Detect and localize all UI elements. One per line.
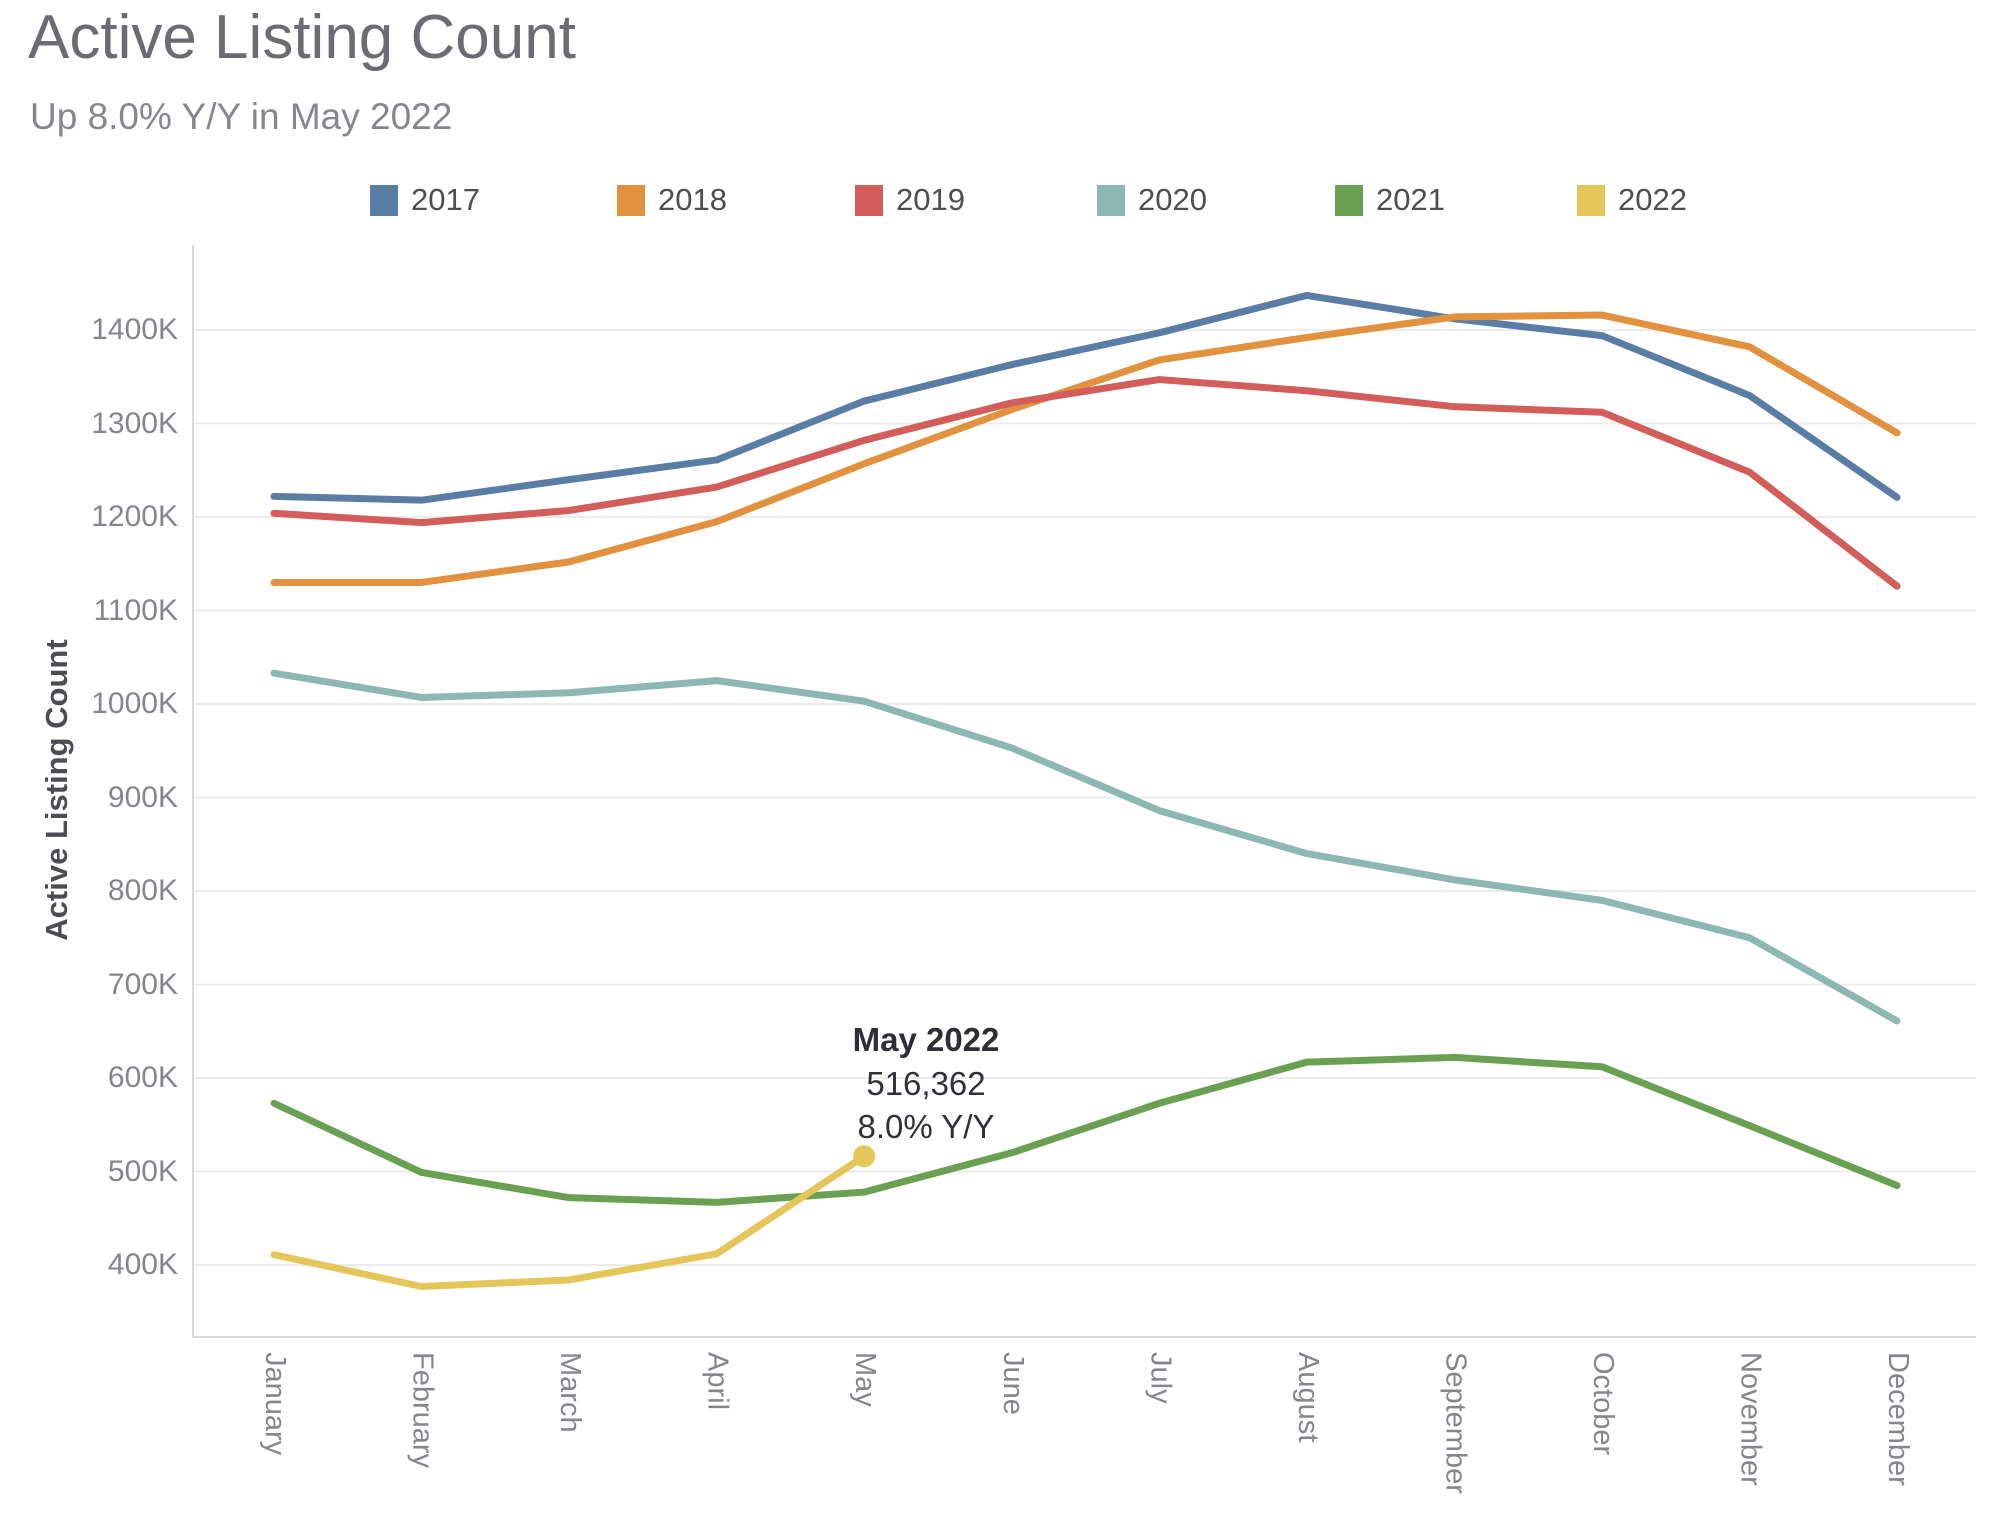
annotation-may-2022: May 2022 516,362 8.0% Y/Y xyxy=(776,1018,1076,1149)
y-tick-label-900k: 900K xyxy=(107,780,178,814)
legend-item-2022[interactable]: 2022 xyxy=(1577,182,1687,217)
legend-item-2017[interactable]: 2017 xyxy=(370,182,480,217)
legend-swatch-2021 xyxy=(1335,184,1363,216)
x-tick-label-august: August xyxy=(1291,1352,1324,1443)
y-tick-label-600k: 600K xyxy=(107,1061,178,1094)
y-tick-label-800k: 800K xyxy=(107,874,178,907)
series-line-2022[interactable] xyxy=(270,1152,868,1291)
series-line-2019[interactable] xyxy=(270,376,1901,590)
series-line-2017[interactable] xyxy=(270,291,1901,504)
legend-label-2022: 2022 xyxy=(1618,182,1687,217)
legend-swatch-2019 xyxy=(855,184,883,216)
series-line-2021[interactable] xyxy=(270,1053,1901,1206)
y-axis-title: Active Listing Count xyxy=(39,639,74,941)
legend-label-2020: 2020 xyxy=(1138,182,1207,217)
legend-swatch-2017 xyxy=(370,184,398,216)
y-tick-label-1000k: 1000K xyxy=(91,687,178,720)
legend-label-2021: 2021 xyxy=(1376,182,1445,217)
x-tick-label-may: May xyxy=(849,1352,882,1407)
series-end-dot-2022[interactable] xyxy=(853,1145,876,1168)
y-tick-label-1200k: 1200K xyxy=(91,500,178,533)
page-title: Active Listing Count xyxy=(28,3,576,72)
x-tick-label-february: February xyxy=(406,1352,439,1469)
y-tick-label-1100k: 1100K xyxy=(93,593,178,627)
legend-swatch-2018 xyxy=(617,184,645,216)
legend-item-2020[interactable]: 2020 xyxy=(1097,182,1207,217)
x-tick-label-july: July xyxy=(1144,1352,1177,1404)
y-tick-label-500k: 500K xyxy=(107,1154,178,1188)
y-tick-label-700k: 700K xyxy=(107,967,178,1001)
x-tick-label-june: June xyxy=(996,1352,1029,1415)
legend-swatch-2020 xyxy=(1097,184,1125,216)
x-tick-label-october: October xyxy=(1586,1352,1619,1456)
x-tick-label-september: September xyxy=(1439,1352,1472,1494)
x-tick-label-april: April xyxy=(701,1352,734,1411)
x-tick-label-december: December xyxy=(1882,1352,1915,1486)
legend-label-2019: 2019 xyxy=(896,182,965,217)
series-line-2018[interactable] xyxy=(270,311,1901,586)
annotation-value: 516,362 xyxy=(866,1064,986,1102)
legend-item-2019[interactable]: 2019 xyxy=(855,182,965,217)
page-subtitle: Up 8.0% Y/Y in May 2022 xyxy=(30,96,453,137)
legend-item-2021[interactable]: 2021 xyxy=(1335,182,1445,217)
y-tick-label-1400k: 1400K xyxy=(91,313,178,346)
legend-item-2018[interactable]: 2018 xyxy=(617,182,727,217)
y-tick-label-400k: 400K xyxy=(107,1248,178,1281)
x-tick-label-november: November xyxy=(1734,1352,1767,1486)
legend-label-2018: 2018 xyxy=(658,182,727,217)
x-tick-label-january: January xyxy=(259,1352,291,1456)
legend-swatch-2022 xyxy=(1577,184,1605,216)
y-tick-label-1300k: 1300K xyxy=(91,406,178,440)
annotation-yoy: 8.0% Y/Y xyxy=(857,1108,995,1146)
series-line-2020[interactable] xyxy=(270,669,1901,1025)
annotation-title: May 2022 xyxy=(852,1021,1000,1058)
x-tick-label-march: March xyxy=(554,1352,587,1433)
legend-label-2017: 2017 xyxy=(411,182,480,217)
